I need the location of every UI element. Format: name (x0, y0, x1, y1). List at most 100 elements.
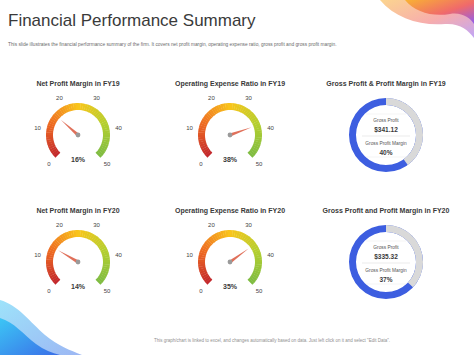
tick-label: 50 (256, 288, 263, 294)
gauge-band (103, 259, 110, 262)
gauge-panel: Operating Expense Ratio in FY20010203040… (175, 207, 285, 294)
gauge-band (227, 230, 230, 237)
donut-labels: Gross Profit $341.12 Gross Profit Margin 40… (362, 114, 410, 157)
donut-labels: Gross Profit $335.32 Gross Profit Margin 37… (362, 241, 410, 284)
tick-label: 50 (104, 161, 111, 167)
tick-label: 40 (267, 125, 274, 131)
tick-label: 0 (47, 288, 51, 294)
value-label: 37% (379, 276, 392, 283)
tick-label: 10 (34, 125, 41, 131)
subtitle: This slide illustrates the financial per… (8, 42, 336, 47)
marks (228, 127, 252, 137)
gauge-ticks: 0 10 20 30 40 50 (34, 222, 122, 294)
panel-title: Operating Expense Ratio in FY19 (175, 80, 285, 88)
tick-label: 10 (186, 252, 193, 258)
gauge-bands (46, 230, 110, 285)
separator (362, 263, 410, 264)
footer: This graph/chart is linked to excel, and… (154, 338, 390, 343)
title: Financial Performance Summary (8, 11, 256, 30)
gauge-bands (46, 103, 110, 158)
tick-label: 0 (199, 288, 203, 294)
tick-label: 50 (256, 161, 263, 167)
gauge-band (255, 132, 262, 135)
gauge-band (46, 262, 53, 265)
gauge-band (96, 151, 103, 158)
blob-top-back (380, 0, 474, 38)
panel-title: Gross Profit & Profit Margin in FY19 (326, 80, 446, 88)
gauge-panel: Net Profit Margin in FY19 0 10 20 30 40 50 16% (34, 80, 122, 167)
decoration (0, 0, 474, 355)
gauge-ticks: 0 10 20 30 40 50 (186, 222, 274, 294)
tick-label: 0 (199, 161, 203, 167)
gauge-band (103, 132, 110, 135)
tick-label: 10 (34, 252, 41, 258)
gauge-bands (198, 103, 262, 158)
gauge-band (255, 259, 262, 262)
gauge-band (227, 103, 230, 110)
gauge-band (75, 103, 78, 110)
donut-ring (349, 98, 423, 172)
gauge-panel: Net Profit Margin in FY20 0 10 20 30 40 50 14% (34, 207, 122, 294)
blob-bottom-back (0, 300, 82, 355)
panel-title: Gross Profit and Profit Margin in FY20 (323, 207, 450, 215)
canvas: Financial Performance Summary This slide … (0, 0, 474, 355)
tick-label: 30 (93, 222, 100, 228)
tick-label: 10 (186, 125, 193, 131)
tick-label: 20 (56, 95, 63, 101)
needle-hub (228, 133, 233, 138)
tick-label: 0 (47, 161, 51, 167)
gauge-panel: Operating Expense Ratio in FY19 0 10 20 30 40… (175, 80, 285, 167)
donut-panel: Gross Profit and Profit Margin in FY20 Gr… (323, 207, 450, 299)
gauge-band (75, 230, 78, 237)
panel-title: Net Profit Margin in FY19 (36, 80, 119, 88)
value-label: $341.12 (374, 126, 398, 134)
page: Financial Performance Summary This slide … (0, 0, 474, 355)
tick-label: 20 (208, 222, 215, 228)
category-label: Gross Profit Margin (365, 141, 407, 146)
blob-top-front (405, 0, 474, 24)
category-label: Gross Profit Margin (365, 268, 407, 273)
marks (58, 250, 80, 264)
separator (366, 284, 406, 285)
donut-ring (349, 225, 423, 299)
needle-hub (228, 260, 233, 265)
tick-label: 40 (267, 252, 274, 258)
marks (349, 98, 423, 172)
tick-label: 40 (115, 252, 122, 258)
marks (349, 225, 423, 299)
tick-label: 30 (245, 95, 252, 101)
tick-label: 50 (104, 288, 111, 294)
value-label: 40% (379, 149, 392, 156)
panel-title: Net Profit Margin in FY20 (36, 207, 119, 215)
donut-panel: Gross Profit & Profit Margin in FY19 Gros… (326, 80, 446, 172)
needle-hub (76, 260, 81, 265)
gauge-band (248, 278, 255, 285)
category-label: Gross Profit (373, 118, 399, 123)
gauge-ticks: 0 10 20 30 40 50 (186, 95, 274, 167)
value-label: 38% (223, 156, 238, 163)
tick-label: 20 (56, 222, 63, 228)
tick-label: 30 (93, 95, 100, 101)
tick-label: 40 (115, 125, 122, 131)
needle (229, 127, 251, 136)
marks (228, 248, 249, 264)
separator (362, 136, 410, 137)
gauge-band (96, 278, 103, 285)
gauge-ticks: 0 10 20 30 40 50 (34, 95, 122, 167)
gauge-band (198, 262, 205, 265)
blob-bottom-front (0, 318, 60, 355)
separator (366, 157, 406, 158)
category-label: Gross Profit (373, 245, 399, 250)
value-label: 16% (71, 156, 86, 163)
tick-label: 30 (245, 222, 252, 228)
marks (61, 120, 81, 138)
needle-hub (76, 133, 81, 138)
value-label: 35% (223, 283, 238, 290)
gauge-bands (198, 230, 262, 285)
gauge-band (198, 135, 205, 138)
value-label: 14% (71, 283, 86, 290)
tick-label: 20 (208, 95, 215, 101)
value-label: $335.32 (374, 253, 398, 261)
separator (366, 114, 406, 115)
gauge-band (46, 135, 53, 138)
